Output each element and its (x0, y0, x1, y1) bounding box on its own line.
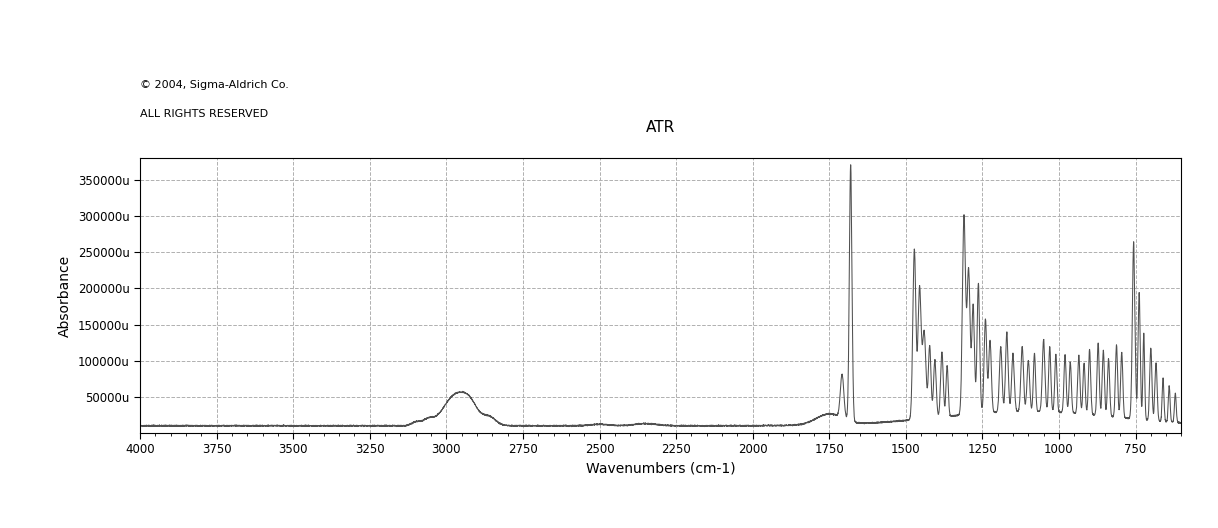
Text: ALL RIGHTS RESERVED: ALL RIGHTS RESERVED (140, 109, 268, 119)
Text: © 2004, Sigma-Aldrich Co.: © 2004, Sigma-Aldrich Co. (140, 80, 289, 90)
X-axis label: Wavenumbers (cm-1): Wavenumbers (cm-1) (586, 462, 736, 476)
Y-axis label: Absorbance: Absorbance (58, 254, 72, 337)
Text: ATR: ATR (646, 120, 676, 135)
